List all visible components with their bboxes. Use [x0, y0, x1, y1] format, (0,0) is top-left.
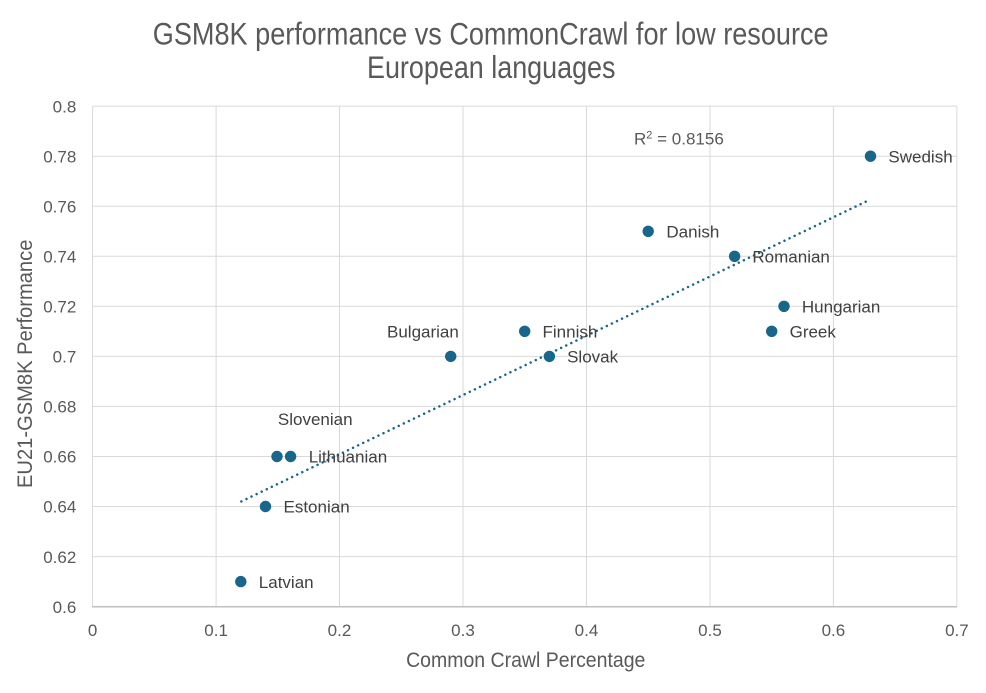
- svg-text:0.8: 0.8: [53, 97, 77, 116]
- svg-text:Greek: Greek: [790, 323, 837, 342]
- svg-text:0.7: 0.7: [945, 621, 969, 640]
- svg-text:0.6: 0.6: [53, 598, 77, 617]
- svg-text:0: 0: [88, 621, 97, 640]
- svg-text:Finnish: Finnish: [543, 323, 598, 342]
- svg-text:0.2: 0.2: [328, 621, 352, 640]
- svg-text:R2 = 0.8156: R2 = 0.8156: [634, 130, 724, 149]
- svg-text:0.1: 0.1: [204, 621, 228, 640]
- svg-text:Estonian: Estonian: [284, 498, 350, 517]
- svg-text:Slovak: Slovak: [567, 348, 619, 367]
- svg-text:0.78: 0.78: [43, 147, 76, 166]
- svg-text:0.76: 0.76: [43, 197, 76, 216]
- svg-text:EU21-GSM8K Performance: EU21-GSM8K Performance: [14, 240, 37, 488]
- svg-text:0.6: 0.6: [822, 621, 846, 640]
- svg-text:Swedish: Swedish: [888, 147, 952, 166]
- svg-text:0.7: 0.7: [53, 348, 77, 367]
- svg-text:Danish: Danish: [666, 223, 719, 242]
- svg-text:0.64: 0.64: [43, 498, 76, 517]
- svg-text:0.4: 0.4: [575, 621, 599, 640]
- svg-text:Latvian: Latvian: [259, 573, 314, 592]
- svg-text:0.74: 0.74: [43, 248, 76, 267]
- svg-text:0.5: 0.5: [698, 621, 722, 640]
- svg-text:Romanian: Romanian: [752, 248, 830, 267]
- svg-text:GSM8K performance vs CommonCra: GSM8K performance vs CommonCrawl for low…: [153, 16, 829, 52]
- svg-text:0.68: 0.68: [43, 398, 76, 417]
- svg-text:Common Crawl Percentage: Common Crawl Percentage: [406, 649, 645, 672]
- svg-text:Hungarian: Hungarian: [802, 298, 880, 317]
- svg-text:Bulgarian: Bulgarian: [387, 323, 459, 342]
- svg-text:0.72: 0.72: [43, 298, 76, 317]
- svg-text:0.3: 0.3: [451, 621, 475, 640]
- svg-text:Lithuanian: Lithuanian: [309, 448, 387, 467]
- svg-text:European languages: European languages: [367, 49, 616, 85]
- svg-text:Slovenian: Slovenian: [278, 410, 353, 429]
- svg-text:0.62: 0.62: [43, 548, 76, 567]
- svg-text:0.66: 0.66: [43, 448, 76, 467]
